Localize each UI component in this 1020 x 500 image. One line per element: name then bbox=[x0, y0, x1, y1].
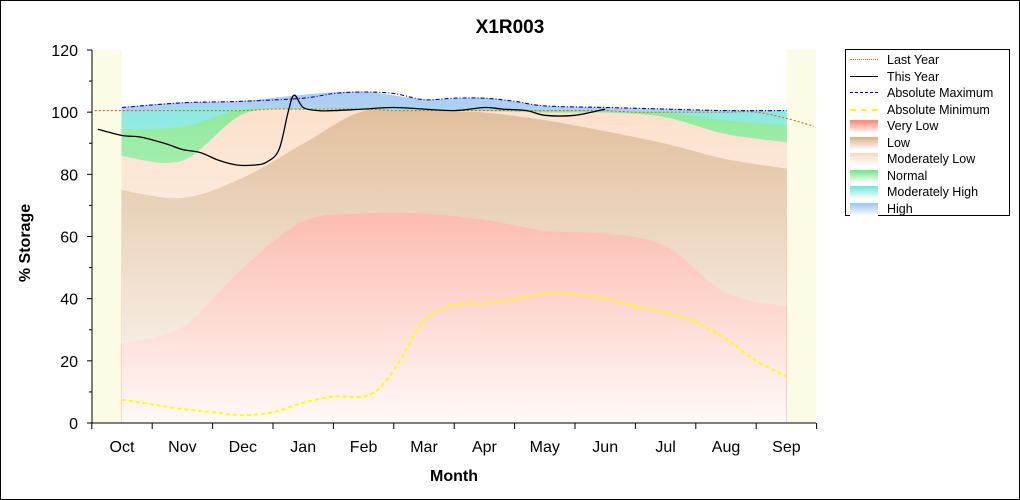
legend-label: Last Year bbox=[887, 53, 940, 67]
y-tick-label: 60 bbox=[60, 230, 78, 247]
legend-line-swatch bbox=[850, 108, 878, 111]
y-tick-label: 120 bbox=[51, 43, 78, 60]
x-tick-label: Jun bbox=[592, 439, 618, 456]
legend-item: Absolute Minimum bbox=[846, 102, 1009, 118]
legend-area-swatch bbox=[850, 120, 878, 133]
y-tick-label: 20 bbox=[60, 354, 78, 371]
legend-item: Moderately High bbox=[846, 184, 1009, 200]
y-tick-label: 80 bbox=[60, 167, 78, 184]
legend-label: Low bbox=[887, 135, 910, 150]
x-axis-label: Month bbox=[430, 468, 478, 485]
legend-item: This Year bbox=[846, 69, 1009, 85]
legend-label: High bbox=[887, 201, 913, 216]
x-tick-label: Sep bbox=[772, 439, 801, 456]
legend-label: Moderately High bbox=[887, 185, 979, 199]
x-tick-label: Dec bbox=[229, 439, 257, 456]
legend-area-swatch bbox=[850, 169, 878, 183]
legend-line-swatch bbox=[850, 59, 878, 60]
legend-area-swatch bbox=[850, 153, 878, 166]
legend-item: High bbox=[846, 201, 1009, 217]
x-tick-label: Nov bbox=[168, 439, 196, 456]
legend-area-swatch bbox=[850, 136, 878, 150]
band-gradient-overlay bbox=[122, 50, 787, 423]
legend-area-swatch bbox=[850, 202, 878, 216]
legend-item: Low bbox=[846, 135, 1009, 151]
legend-item: Absolute Maximum bbox=[846, 85, 1009, 101]
x-tick-label: Jul bbox=[655, 439, 675, 456]
chart-title: X1R003 bbox=[476, 17, 545, 38]
y-tick-label: 0 bbox=[69, 416, 78, 433]
x-tick-label: Aug bbox=[712, 439, 740, 456]
x-tick-label: Feb bbox=[350, 439, 378, 456]
legend-line-swatch bbox=[850, 92, 878, 93]
series-absolute-maximum bbox=[121, 91, 787, 112]
x-tick-label: Apr bbox=[472, 439, 498, 456]
legend-label: Absolute Maximum bbox=[887, 86, 994, 100]
legend-label: Absolute Minimum bbox=[887, 102, 990, 117]
x-tick-label: May bbox=[530, 439, 560, 456]
x-tick-label: Jan bbox=[290, 439, 316, 456]
legend-item: Very Low bbox=[846, 118, 1009, 134]
legend-item: Moderately Low bbox=[846, 151, 1009, 167]
series-absolute-minimum bbox=[121, 292, 787, 417]
legend-label: Normal bbox=[887, 168, 928, 183]
y-axis-label: % Storage bbox=[17, 204, 34, 282]
legend-item: Normal bbox=[846, 168, 1009, 184]
x-tick-label: Oct bbox=[110, 439, 135, 456]
legend-label: Moderately Low bbox=[887, 152, 976, 166]
legend-item: Last Year bbox=[846, 52, 1009, 68]
y-tick-label: 40 bbox=[60, 292, 78, 309]
legend-label: This Year bbox=[887, 69, 940, 84]
plot-area: 0 20 40 60 80 100 120 Oct Nov Dec Jan Feb Mar Apr May J… bbox=[51, 43, 818, 456]
series-last-year bbox=[94, 108, 814, 127]
legend: Last Year This Year Absolute Maximum Absolu… bbox=[845, 49, 1010, 216]
x-tick-label: Mar bbox=[410, 439, 438, 456]
legend-line-swatch bbox=[850, 75, 878, 77]
y-tick-label: 100 bbox=[51, 105, 78, 122]
legend-area-swatch bbox=[850, 186, 878, 199]
legend-label: Very Low bbox=[887, 119, 939, 133]
series-this-year bbox=[97, 94, 606, 167]
